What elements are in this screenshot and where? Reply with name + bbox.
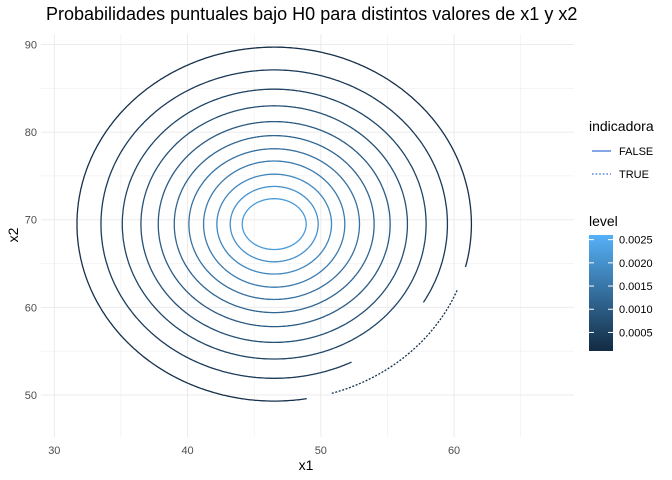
y-tick-label: 70 (25, 215, 37, 227)
contour-line-false (216, 173, 333, 275)
x-tick-label: 40 (181, 445, 193, 457)
y-tick-label: 80 (25, 127, 37, 139)
colorbar-label: 0.0015 (619, 281, 653, 293)
contour-line-false (140, 105, 409, 344)
x-tick-label: 50 (315, 445, 327, 457)
x-axis-title: x1 (299, 457, 314, 473)
contour-line-false (188, 148, 361, 301)
legend-label-false: FALSE (619, 146, 653, 158)
chart-title: Probabilidades puntuales bajo H0 para di… (46, 4, 577, 24)
y-tick-label: 60 (25, 302, 37, 314)
linetype-legend: indicadora FALSE TRUE (589, 118, 654, 181)
x-tick-label: 60 (448, 445, 460, 457)
y-axis-title: x2 (5, 227, 21, 242)
linetype-legend-title: indicadora (589, 118, 654, 134)
grid (41, 34, 574, 437)
colorbar-label: 0.0010 (619, 304, 653, 316)
x-tick-labels: 30 40 50 60 (48, 445, 460, 457)
contour-line-false (202, 160, 346, 288)
colorbar-label: 0.0025 (619, 235, 653, 247)
contour-line-false (157, 120, 391, 328)
y-tick-label: 90 (25, 40, 37, 52)
y-tick-labels: 50 60 70 80 90 (25, 40, 37, 402)
contour-line-false (229, 185, 319, 263)
level-legend-title: level (589, 213, 618, 229)
contour-line-false (121, 88, 427, 360)
contour-line-false (76, 46, 473, 402)
contour-line-false (173, 134, 375, 314)
contour-line-false (241, 198, 307, 251)
colorbar-label: 0.0020 (619, 258, 653, 270)
contour-line-false (100, 69, 449, 379)
x-tick-label: 30 (48, 445, 60, 457)
colorbar-label: 0.0005 (619, 327, 653, 339)
contour-line-true (331, 290, 458, 394)
level-breaks: 0.0005 0.0010 0.0015 0.0020 0.0025 (589, 235, 653, 339)
contour-lines (76, 46, 473, 402)
level-colorbar (589, 235, 613, 351)
level-legend: level 0.0005 0.0010 0.0015 0.0020 0.0025 (589, 213, 653, 351)
y-tick-label: 50 (25, 390, 37, 402)
legend-label-true: TRUE (619, 169, 649, 181)
